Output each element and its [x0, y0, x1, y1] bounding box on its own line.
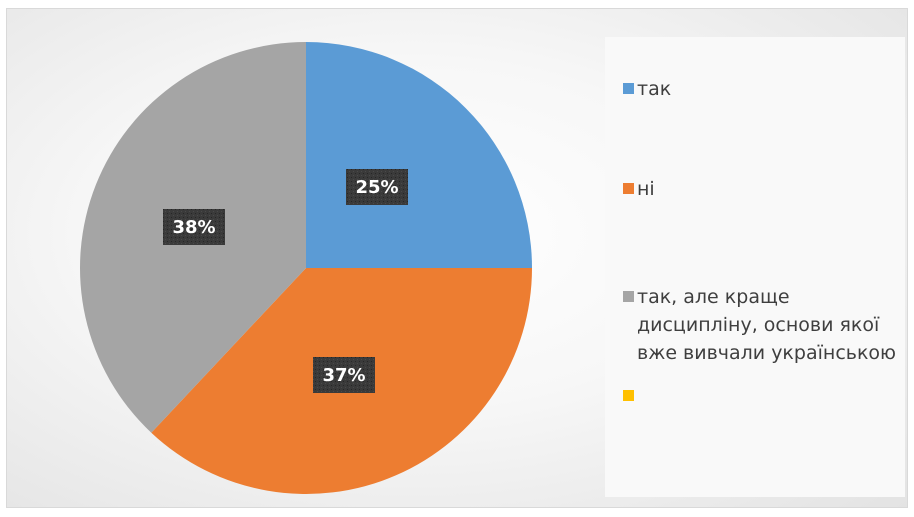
legend-item-0: так [623, 75, 907, 103]
legend-label-0: так [637, 78, 672, 100]
legend: так ні так, але краще дисципліну, основи… [605, 37, 905, 497]
legend-item-1: ні [623, 175, 907, 203]
pie-chart: 25% 37% 38% [79, 42, 532, 494]
legend-item-3 [623, 382, 907, 401]
pie-slice-0 [306, 42, 532, 268]
data-label-text-0: 25% [355, 177, 398, 198]
pie-slices [79, 42, 532, 494]
legend-swatch-0 [623, 83, 634, 94]
data-label-box-1 [313, 357, 375, 393]
data-label-text-2: 38% [172, 217, 215, 238]
legend-swatch-3 [623, 390, 634, 401]
data-label-2: 38% [163, 209, 225, 245]
legend-label-2: так, але краще дисципліну, основи якої в… [637, 286, 897, 364]
data-label-box-2 [163, 209, 225, 245]
legend-swatch-2 [623, 291, 634, 302]
chart-area: 25% 37% 38% так ні так, але краще дисциплі… [6, 8, 908, 508]
pie-data-labels: 25% 37% 38% [163, 169, 408, 393]
legend-item-2: так, але краще дисципліну, основи якої в… [623, 283, 907, 367]
data-label-text-1: 37% [322, 365, 365, 386]
data-label-0: 25% [346, 169, 408, 205]
data-label-1: 37% [313, 357, 375, 393]
legend-label-1: ні [637, 178, 655, 200]
legend-swatch-1 [623, 183, 634, 194]
data-label-box-0 [346, 169, 408, 205]
